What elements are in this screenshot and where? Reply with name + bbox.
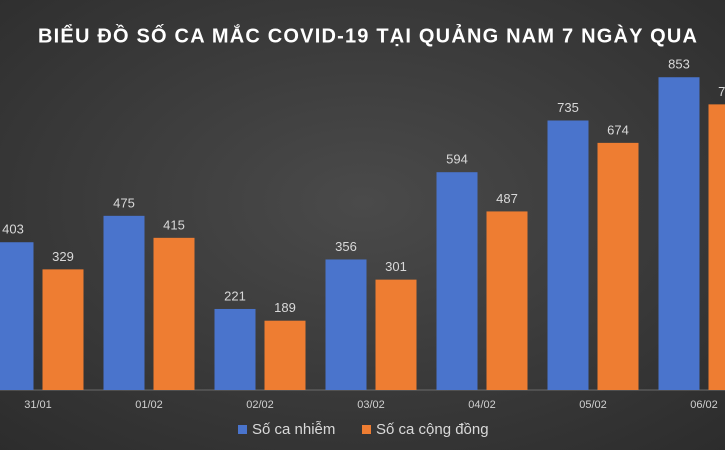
value-label: 301 [385, 259, 407, 274]
value-label: 329 [52, 249, 74, 264]
legend-label: Số ca nhiễm [252, 421, 335, 438]
value-label: 779 [718, 84, 725, 99]
bar [0, 242, 34, 390]
legend-swatch [238, 425, 247, 434]
bar [375, 279, 417, 390]
value-label: 221 [224, 288, 246, 303]
legend-label: Số ca cộng đồng [376, 421, 489, 438]
bar [436, 172, 478, 390]
legend-swatch [362, 425, 371, 434]
x-tick-label: 03/02 [357, 399, 385, 411]
bar [547, 120, 589, 390]
value-label: 674 [607, 122, 629, 137]
value-label: 403 [2, 222, 24, 237]
x-tick-label: 04/02 [468, 399, 496, 411]
bar [325, 259, 367, 390]
value-label: 475 [113, 195, 135, 210]
bar [658, 77, 700, 390]
value-label: 356 [335, 239, 357, 254]
x-tick-label: 01/02 [135, 399, 163, 411]
value-label: 594 [446, 152, 468, 167]
bar [486, 211, 528, 390]
value-label: 735 [557, 100, 579, 115]
bar [103, 215, 145, 390]
x-tick-label: 02/02 [246, 399, 274, 411]
value-label: 853 [668, 57, 690, 72]
bar [42, 269, 84, 390]
chart-title: BIỂU ĐỒ SỐ CA MẮC COVID-19 TẠI QUẢNG NAM… [38, 23, 698, 47]
bar [264, 320, 306, 390]
bar [214, 308, 256, 390]
value-label: 415 [163, 217, 185, 232]
x-tick-label: 31/01 [24, 399, 52, 411]
x-tick-label: 06/02 [690, 399, 718, 411]
bar [597, 142, 639, 390]
bar [153, 237, 195, 390]
bar [708, 104, 725, 390]
value-label: 189 [274, 300, 296, 315]
value-label: 487 [496, 191, 518, 206]
x-tick-label: 05/02 [579, 399, 607, 411]
